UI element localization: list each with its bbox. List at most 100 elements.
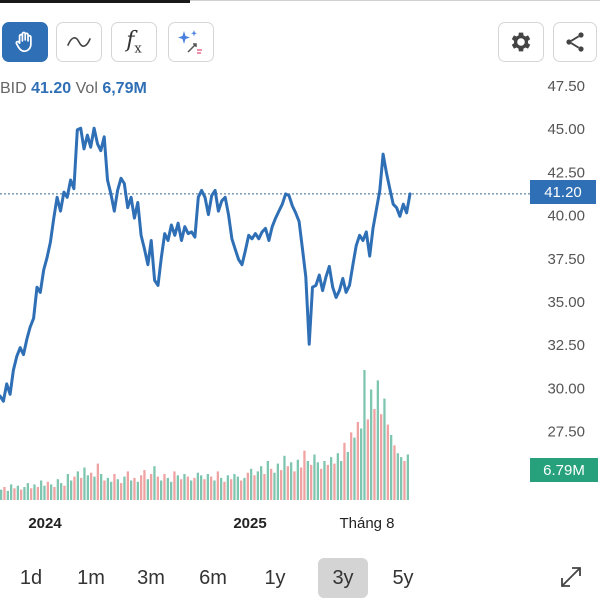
volume-bar [73,476,76,500]
volume-bar [320,468,323,500]
range-button-1m[interactable]: 1m [77,566,105,589]
volume-bar [233,474,236,500]
volume-bar [303,450,306,500]
price-series-line [0,126,412,403]
volume-bar [10,484,13,500]
volume-bar [86,475,89,500]
volume-bar [280,470,283,500]
price-chart[interactable]: 47.50 45.00 42.50 40.00 37.50 35.00 32.50 30.00… [0,60,600,540]
volume-bar [3,487,6,500]
chart-legend: BID 41.20 Vol 6,79M [0,80,147,98]
range-button-1y[interactable]: 1y [264,566,286,589]
volume-bar [230,479,233,500]
y-tick-label: 37.50 [547,251,585,268]
volume-bar [343,442,346,500]
volume-bar [383,398,386,500]
volume-bar [366,419,369,500]
line-draw-button[interactable] [56,22,102,62]
volume-bar [220,477,223,500]
volume-bar [130,480,133,500]
volume-bar [176,475,179,500]
volume-bar [63,485,66,500]
range-button-5y[interactable]: 5y [392,566,414,589]
indicator-button[interactable]: fx [111,22,157,62]
share-button[interactable] [553,22,597,62]
x-tick-label: 2024 [28,515,62,532]
volume-bar [340,461,343,500]
volume-bar [83,467,86,500]
volume-bar [70,480,73,500]
volume-bar [330,457,333,500]
hand-pointer-icon [15,31,32,53]
volume-bar [223,481,226,500]
volume-bar [390,435,393,500]
volume-bar [216,471,219,500]
volume-bar [253,475,256,500]
volume-bar [293,471,296,500]
volume-bar [53,487,56,500]
volume-bar [30,488,33,500]
volume-bar [203,479,206,500]
volume-bar [43,485,46,500]
volume-bar [400,457,403,500]
y-tick-label: 32.50 [547,337,585,354]
volume-bar [190,480,193,500]
volume-bar [270,468,273,500]
expand-icon[interactable] [556,562,586,592]
settings-button[interactable] [498,22,544,62]
volume-bar [260,466,263,500]
volume-bar [170,481,173,500]
volume-bar [386,424,389,500]
volume-bar [273,472,276,500]
range-selector: 1d 1m 3m 6m 1y 3y 5y [0,556,600,600]
volume-bar [160,480,163,500]
volume-bar [80,477,83,500]
volume-bar [16,485,19,500]
volume-bar [360,428,363,500]
volume-bar [240,480,243,500]
volume-bar [376,380,379,500]
range-button-6m[interactable]: 6m [199,566,227,589]
volume-bar [110,481,113,500]
volume-bar [226,475,229,500]
volume-bar [66,474,69,500]
range-button-3y[interactable]: 3y [318,558,368,598]
range-button-1d[interactable]: 1d [19,566,43,589]
volume-bar [120,483,123,500]
hand-tool-button[interactable] [2,22,48,62]
volume-bar [156,476,159,500]
volume-bar [23,487,26,500]
volume-bar [336,453,339,500]
volume-bar [213,480,216,500]
volume-bar [173,471,176,500]
volume-bar [163,474,166,500]
volume-bar [100,474,103,500]
volume-bar [296,459,299,500]
volume-bar [313,454,316,500]
volume-bar [183,474,186,500]
y-tick-label: 47.50 [547,78,585,95]
progress-indicator [0,0,190,3]
magic-tool-button[interactable] [168,22,214,62]
volume-bar [123,476,126,500]
gear-icon [511,32,531,52]
share-icon [566,32,584,52]
volume-bar [150,474,153,500]
volume-bar [180,479,183,500]
volume-bar [350,432,353,500]
volume-bar [166,477,169,500]
volume-bar [206,474,209,500]
function-icon: fx [126,27,142,57]
magic-sparkle-icon [178,30,202,54]
y-tick-label: 27.50 [547,424,585,441]
range-button-3m[interactable]: 3m [137,566,165,589]
volume-bar [113,474,116,500]
volume-bar [200,475,203,500]
volume-bar [93,476,96,500]
volume-bar [0,489,3,500]
volume-bar [133,477,136,500]
volume-bar [186,476,189,500]
y-tick-label: 35.00 [547,294,585,311]
volume-bar [143,470,146,500]
volume-bar [146,479,149,500]
